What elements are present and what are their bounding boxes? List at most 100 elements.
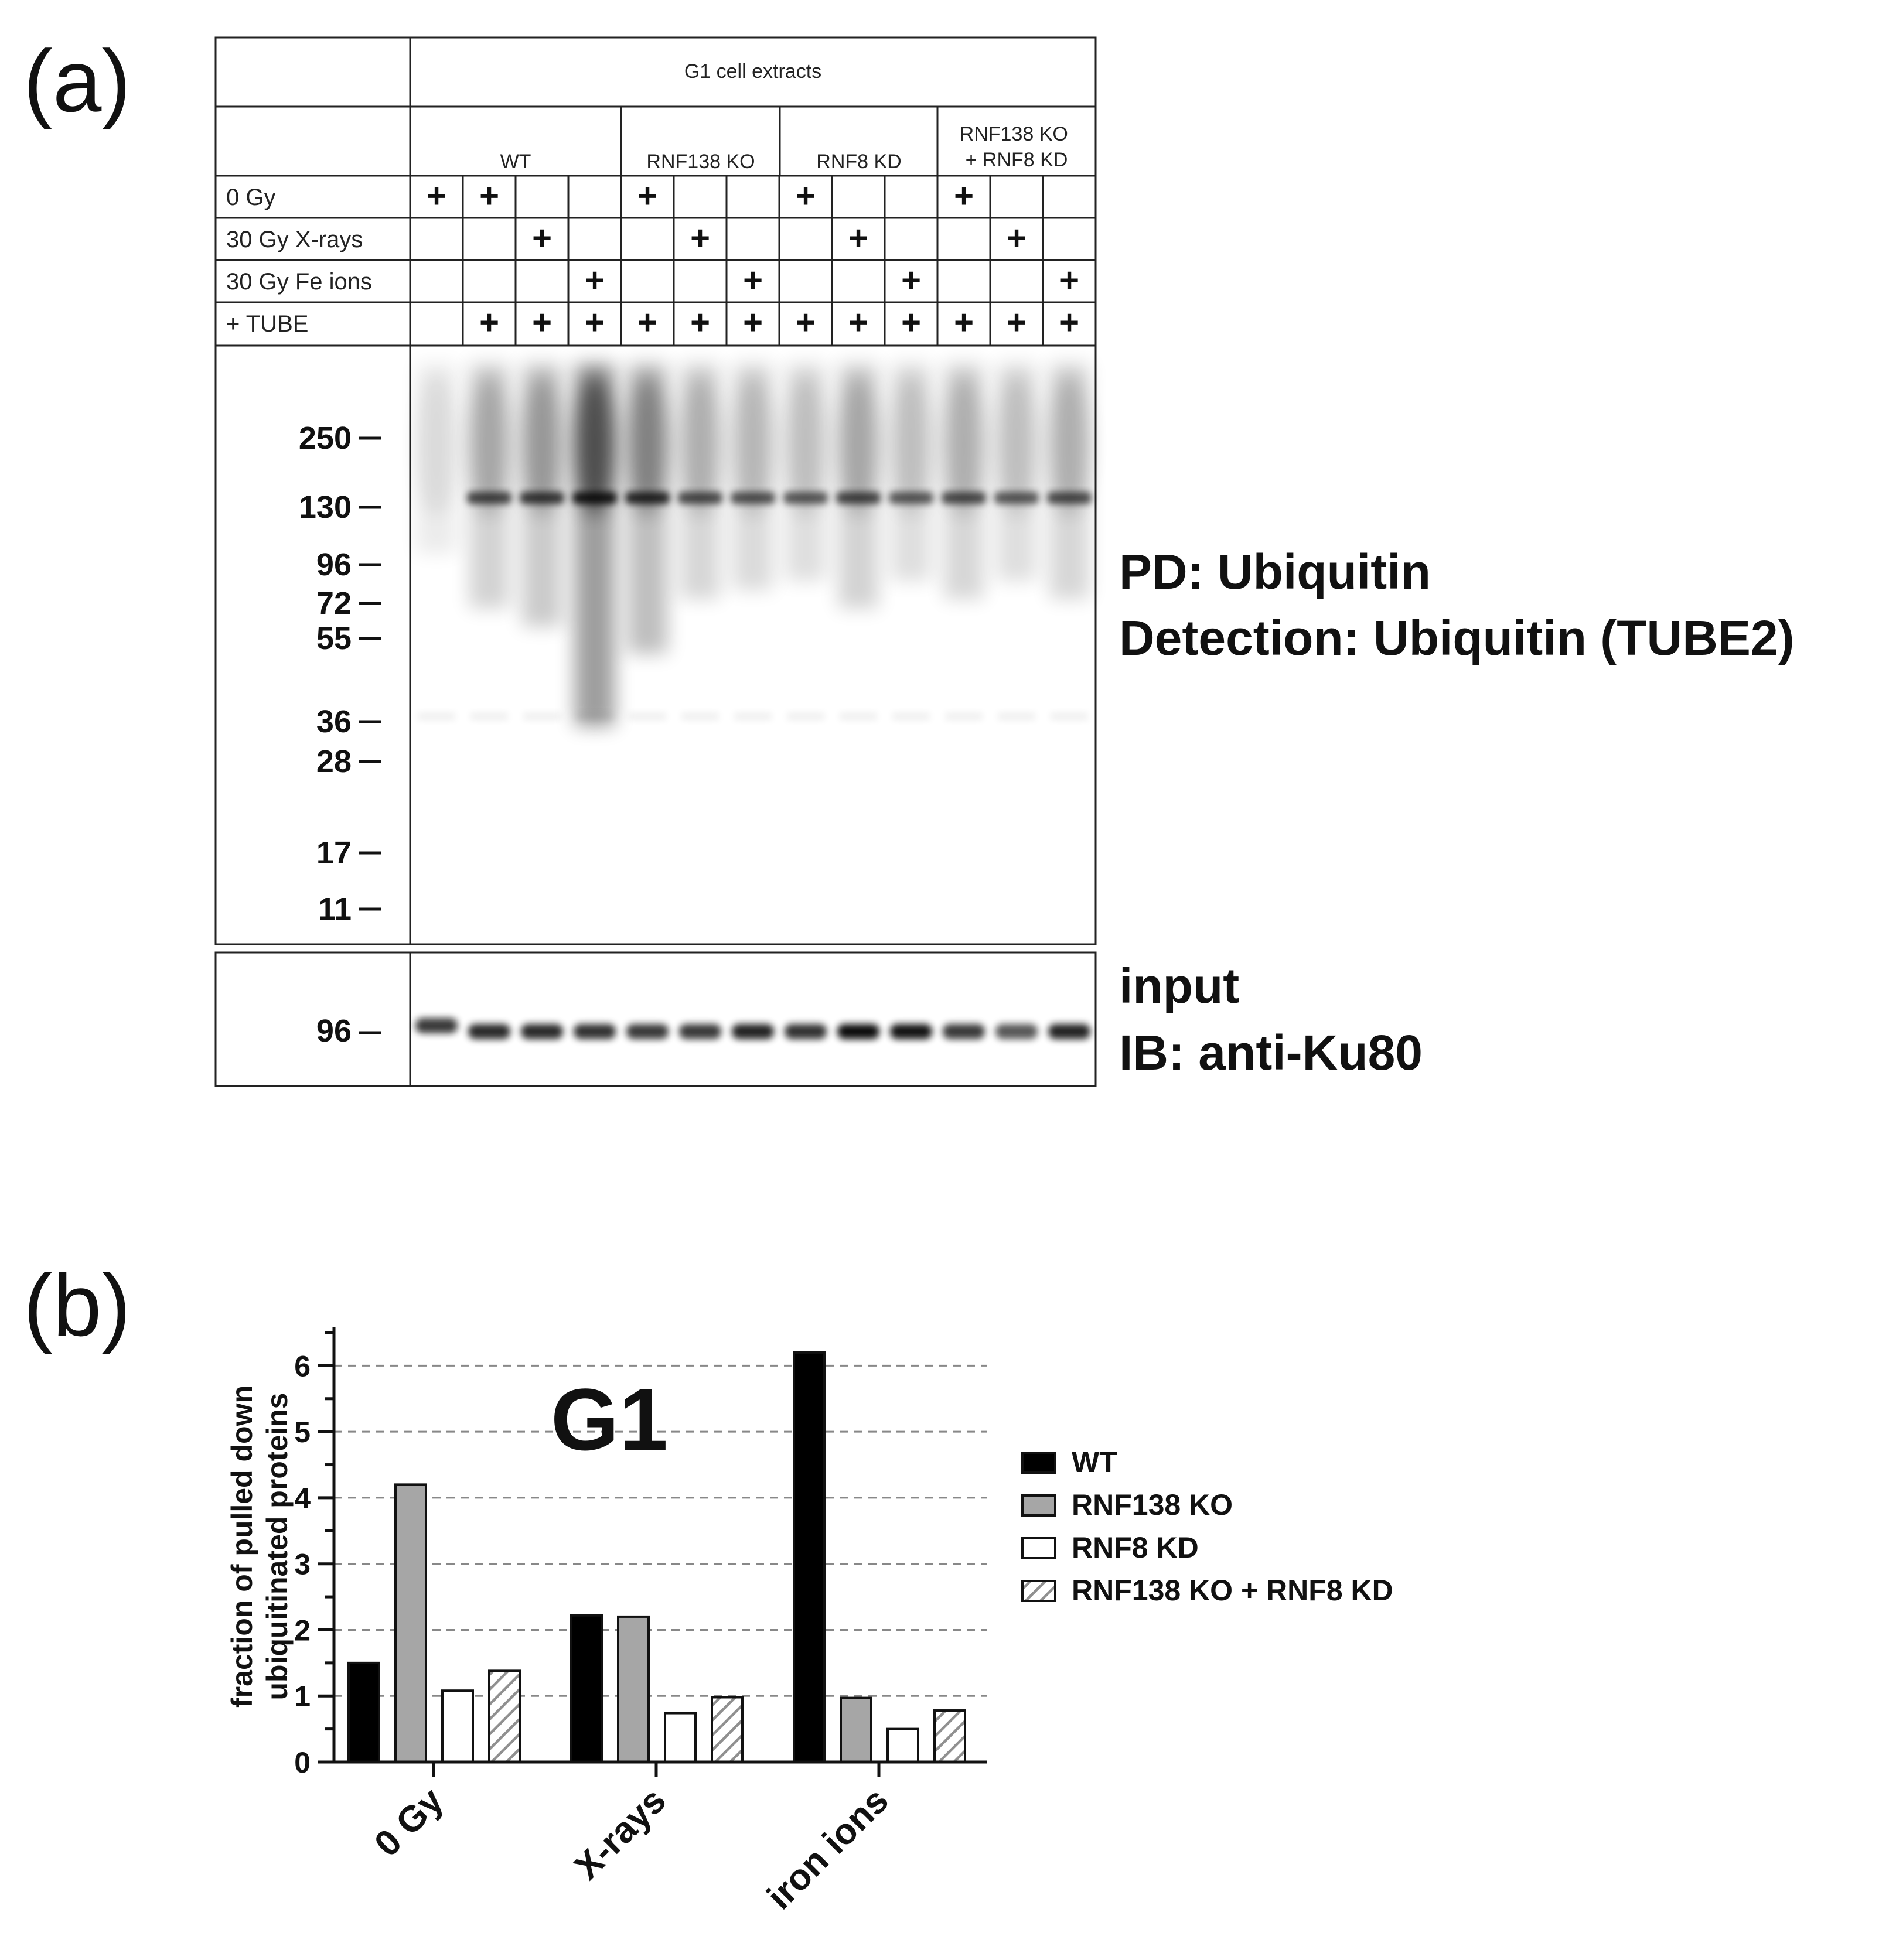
condition-mark: + <box>743 261 763 299</box>
condition-mark: + <box>848 303 868 342</box>
panel-b-label: (b) <box>23 1256 131 1354</box>
bar <box>488 1669 521 1763</box>
ku80-band <box>943 1024 985 1039</box>
legend-swatch <box>1021 1494 1056 1517</box>
mw-marker-label: 17 <box>316 835 352 870</box>
condition-table: G1 cell extracts WT RNF138 KO RNF8 KD RN… <box>214 36 1097 347</box>
x-category-label: iron ions <box>759 1780 896 1917</box>
y-tick-label: 1 <box>294 1680 311 1713</box>
blot-lane <box>678 363 722 721</box>
condition-mark: + <box>1007 219 1027 257</box>
header-title: G1 cell extracts <box>684 60 821 83</box>
condition-mark: + <box>637 177 657 215</box>
legend-swatch <box>1021 1580 1056 1602</box>
mw-marker-label: 72 <box>316 586 352 621</box>
bar <box>793 1351 826 1764</box>
bar <box>570 1614 603 1764</box>
mw-marker-label: 36 <box>316 704 352 739</box>
row-label-tube: + TUBE <box>226 311 308 337</box>
ku80-band <box>468 1024 510 1039</box>
group-label-rnf138-ko: RNF138 KO <box>646 151 755 173</box>
input-label: input <box>1119 958 1239 1013</box>
x-category-label: X-rays <box>567 1780 674 1887</box>
blot-lane <box>942 363 986 721</box>
condition-mark: + <box>585 261 605 299</box>
condition-mark: + <box>796 177 816 215</box>
y-tick-label: 4 <box>294 1482 311 1515</box>
condition-mark: + <box>796 303 816 342</box>
condition-mark: + <box>479 303 499 342</box>
condition-mark: + <box>954 177 974 215</box>
mw-marker-label: 11 <box>318 892 352 927</box>
ku80-band <box>415 1018 458 1033</box>
condition-mark: + <box>585 303 605 342</box>
legend-entry: RNF138 KO + RNF8 KD <box>1072 1574 1393 1607</box>
input-mw-marker: 96 <box>316 1013 352 1049</box>
mw-marker-label: 250 <box>299 421 352 456</box>
condition-mark: + <box>848 219 868 257</box>
bar <box>711 1696 744 1763</box>
y-tick-label: 3 <box>294 1548 311 1581</box>
blot-label-detection: Detection: Ubiquitin (TUBE2) <box>1119 610 1795 665</box>
bar <box>441 1689 474 1763</box>
blot-lane <box>625 363 670 721</box>
blot-lane <box>467 363 511 721</box>
blot-lane <box>994 363 1039 721</box>
blot-lane <box>520 363 564 721</box>
condition-mark: + <box>637 303 657 342</box>
condition-mark: + <box>954 303 974 342</box>
panel-a-label: (a) <box>23 32 131 130</box>
bar <box>347 1661 380 1764</box>
legend-entry: RNF138 KO <box>1072 1488 1233 1521</box>
condition-mark: + <box>532 303 552 342</box>
mw-marker-label: 130 <box>299 490 352 525</box>
row-label-xrays: 30 Gy X-rays <box>226 227 363 252</box>
condition-mark: + <box>1059 303 1079 342</box>
input-ib-label: IB: anti-Ku80 <box>1119 1025 1423 1080</box>
mw-marker-label: 96 <box>316 547 352 582</box>
mw-marker-label: 28 <box>316 744 352 779</box>
condition-mark: + <box>1059 261 1079 299</box>
blot-lane <box>731 363 775 721</box>
blot-lane <box>572 363 617 726</box>
condition-mark: + <box>427 177 446 215</box>
ku80-band <box>785 1024 827 1039</box>
blot-lane <box>836 363 881 721</box>
condition-mark: + <box>690 303 710 342</box>
ku80-band <box>626 1024 669 1039</box>
x-category-label: 0 Gy <box>367 1780 451 1865</box>
bar <box>664 1712 697 1764</box>
y-tick-label: 6 <box>294 1350 311 1382</box>
ku80-band <box>995 1024 1038 1039</box>
blot-lane <box>1047 363 1092 721</box>
blot-lane <box>783 363 828 721</box>
ku80-input-blot: 96 <box>214 951 1097 1087</box>
ku80-band <box>890 1024 932 1039</box>
condition-mark: + <box>532 219 552 257</box>
blot-label-pd: PD: Ubiquitin <box>1119 544 1431 599</box>
legend-swatch <box>1021 1452 1056 1474</box>
y-axis-label: fraction of pulled downubiquitinated pro… <box>226 1385 294 1708</box>
group-label-wt: WT <box>500 151 531 173</box>
group-label-combined: RNF138 KO + RNF8 KD <box>960 123 1074 171</box>
y-tick-label: 0 <box>294 1746 311 1779</box>
ku80-band <box>837 1024 879 1039</box>
condition-mark: + <box>479 177 499 215</box>
ku80-band <box>574 1024 616 1039</box>
chart-title: G1 <box>551 1370 668 1469</box>
row-label-fe-ions: 30 Gy Fe ions <box>226 269 372 295</box>
group-label-rnf8-kd: RNF8 KD <box>816 151 901 173</box>
ku80-band <box>1048 1024 1090 1039</box>
condition-mark: + <box>901 303 921 342</box>
bar <box>886 1727 919 1764</box>
legend-swatch <box>1021 1537 1056 1559</box>
blot-lane <box>889 363 933 721</box>
legend-entry: WT <box>1072 1446 1117 1478</box>
ku80-band <box>679 1024 721 1039</box>
y-tick-label: 2 <box>294 1614 311 1647</box>
condition-mark: + <box>1007 303 1027 342</box>
blot-lane <box>417 363 456 721</box>
row-label-0gy: 0 Gy <box>226 185 275 210</box>
bar-chart: 0 1 2 3 4 5 6 0 Gy X-rays iron ions WT RNF138 KO RN… <box>294 1327 1393 1917</box>
